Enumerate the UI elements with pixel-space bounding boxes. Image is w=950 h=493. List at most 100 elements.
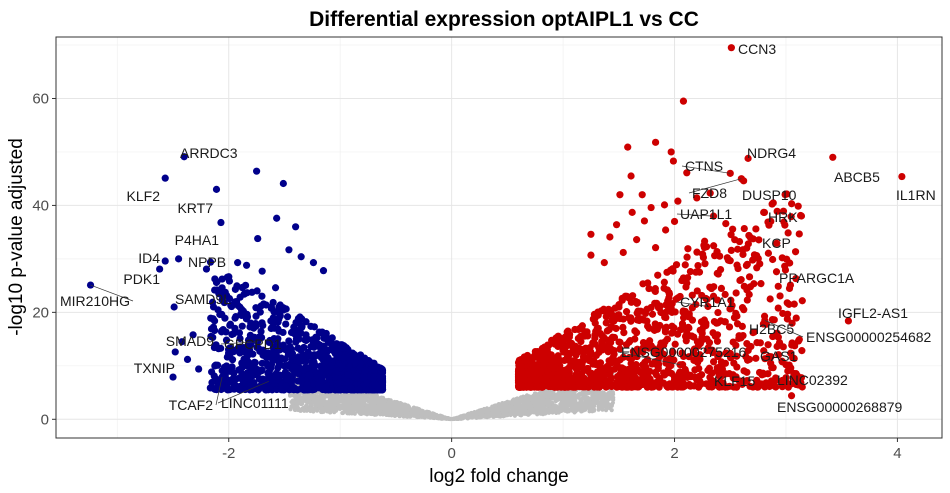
ns-point: [509, 400, 514, 406]
down-point: [241, 281, 250, 289]
ns-point: [493, 403, 498, 408]
ns-point: [407, 413, 412, 418]
up-point: [727, 231, 735, 239]
labeled-point: [217, 218, 225, 227]
up-point: [620, 329, 628, 337]
down-point: [210, 372, 218, 380]
ns-point: [399, 413, 405, 418]
down-point: [252, 312, 260, 320]
ns-point: [568, 401, 573, 406]
down-point: [303, 384, 311, 392]
ns-point: [351, 401, 356, 406]
ns-point: [486, 413, 491, 418]
down-point: [369, 375, 378, 383]
down-point: [302, 336, 310, 345]
ns-point: [511, 397, 516, 402]
down-point: [302, 318, 310, 326]
ns-point: [334, 402, 339, 407]
ns-point: [603, 398, 608, 404]
down-point: [285, 337, 293, 345]
ns-point: [585, 395, 590, 400]
down-point: [361, 366, 369, 374]
ns-point: [465, 414, 470, 419]
down-point: [271, 284, 280, 292]
down-point: [238, 359, 246, 367]
ns-point: [330, 402, 335, 407]
down-point: [304, 364, 312, 372]
ns-point: [432, 413, 438, 418]
down-point: [214, 361, 222, 369]
ns-point: [347, 393, 353, 398]
up-point: [625, 294, 633, 302]
ns-point: [533, 410, 538, 415]
ns-point: [534, 394, 539, 399]
down-point: [282, 305, 290, 313]
ns-point: [311, 398, 316, 403]
up-point: [727, 246, 735, 254]
up-point: [783, 255, 791, 263]
ns-point: [558, 391, 563, 397]
up-point: [693, 248, 701, 256]
up-point: [743, 260, 751, 268]
down-point: [223, 291, 231, 300]
down-point: [228, 363, 236, 371]
up-point: [654, 363, 662, 371]
down-point: [340, 342, 348, 350]
ns-point: [299, 401, 304, 406]
ns-point: [456, 415, 461, 420]
ns-point: [309, 406, 315, 411]
ns-point: [495, 410, 500, 415]
down-point: [282, 382, 290, 390]
ns-point: [504, 405, 510, 411]
down-point: [373, 383, 382, 391]
ns-point: [517, 407, 522, 412]
ns-point: [519, 396, 524, 401]
down-point: [258, 292, 266, 300]
down-point: [292, 318, 300, 327]
ns-point: [475, 411, 480, 416]
ns-point: [550, 409, 555, 415]
ns-point: [422, 411, 427, 416]
down-point: [234, 259, 242, 267]
up-point: [531, 347, 539, 356]
ns-point: [554, 404, 559, 409]
down-point: [242, 261, 251, 269]
down-point: [320, 342, 328, 350]
up-point: [743, 296, 751, 304]
ns-point: [327, 407, 332, 412]
down-point: [254, 234, 262, 243]
ns-point: [540, 403, 546, 409]
ns-point: [557, 407, 562, 413]
ns-point: [364, 406, 369, 411]
ns-point: [362, 411, 367, 416]
down-point: [223, 353, 231, 361]
down-point: [331, 373, 340, 381]
ns-point: [319, 400, 324, 405]
labeled-point: [212, 185, 221, 193]
ns-point: [554, 410, 559, 416]
chart-title: Differential expression optAIPL1 vs CC: [309, 8, 699, 31]
ns-point: [566, 409, 572, 414]
down-point: [319, 267, 328, 275]
ns-point: [380, 404, 386, 409]
ns-point: [388, 404, 393, 409]
down-point: [353, 372, 361, 380]
down-point: [218, 275, 226, 283]
down-point: [309, 338, 318, 346]
ns-point: [355, 397, 361, 402]
down-point: [245, 362, 253, 370]
ns-point: [404, 408, 409, 413]
down-point: [236, 334, 244, 343]
down-point: [268, 316, 276, 324]
ns-point: [387, 398, 392, 403]
up-point: [651, 299, 659, 307]
down-point: [262, 353, 271, 362]
ns-point: [444, 416, 449, 421]
ns-point: [571, 391, 576, 396]
up-point: [724, 256, 732, 264]
ns-point: [453, 416, 458, 421]
down-point: [244, 374, 252, 382]
down-point: [340, 385, 348, 393]
ns-point: [528, 406, 533, 411]
down-point: [229, 330, 238, 338]
